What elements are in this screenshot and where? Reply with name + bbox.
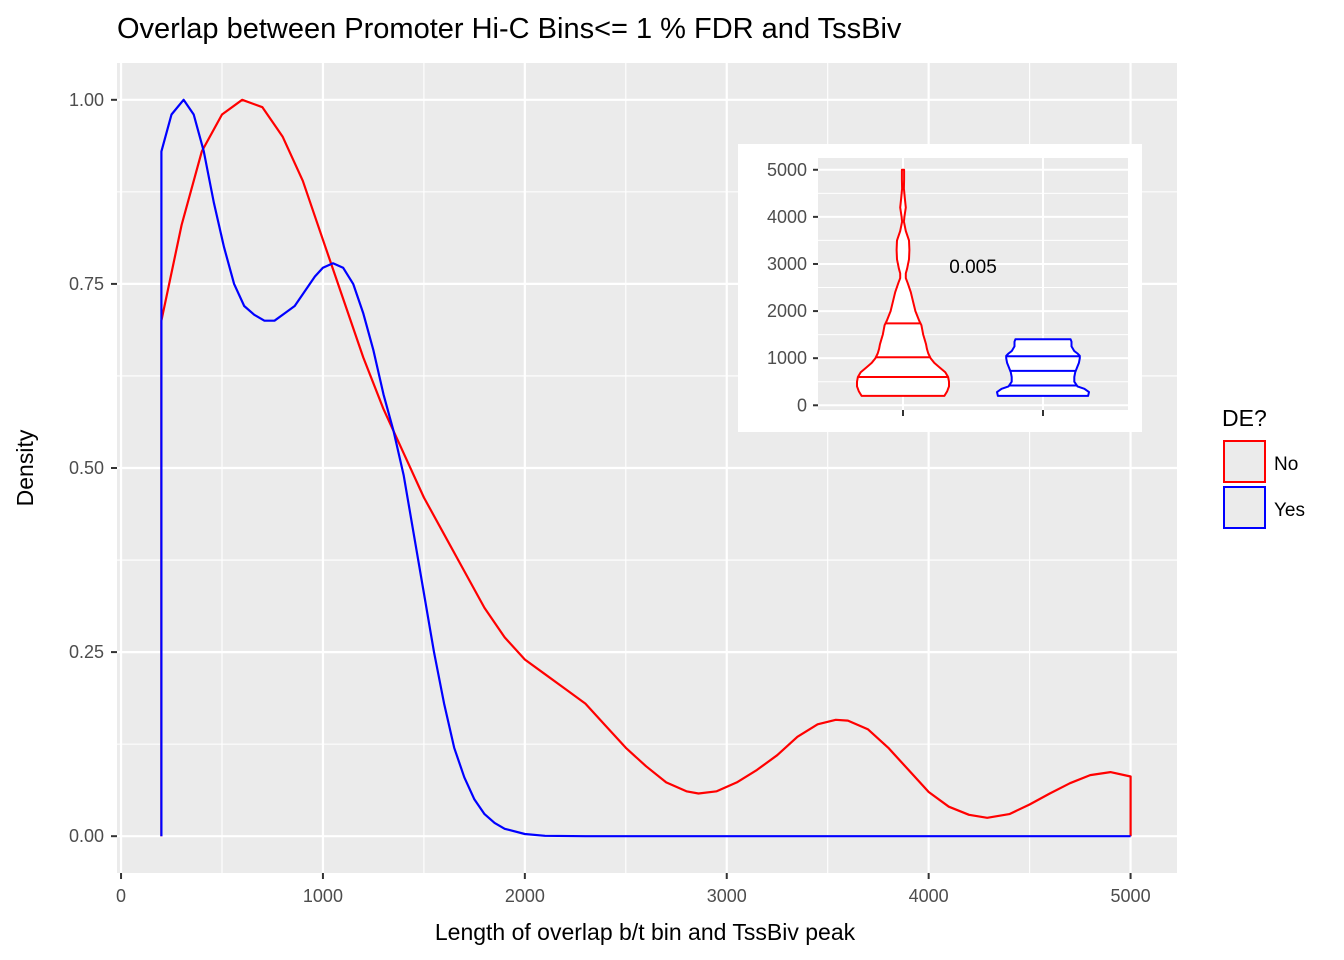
inset-x-axis bbox=[902, 410, 1044, 416]
density-line-no bbox=[160, 98, 1132, 837]
legend-label-no: No bbox=[1274, 454, 1298, 475]
y-axis: 0.00 0.25 0.50 0.75 1.00 bbox=[69, 90, 117, 846]
y-tick-label: 0.25 bbox=[69, 642, 104, 662]
inset-y-axis: 0 1000 2000 3000 4000 5000 bbox=[767, 160, 818, 415]
y-tick-label: 0.75 bbox=[69, 274, 104, 294]
y-tick-label: 1.00 bbox=[69, 90, 104, 110]
x-tick-label: 0 bbox=[116, 886, 126, 906]
violin-yes bbox=[996, 338, 1090, 397]
density-curves bbox=[160, 98, 1132, 838]
x-tick-label: 1000 bbox=[303, 886, 343, 906]
inset-y-tick-label: 3000 bbox=[767, 254, 807, 274]
legend-title: DE? bbox=[1222, 405, 1267, 431]
violin-no bbox=[856, 168, 950, 397]
x-tick-label: 3000 bbox=[707, 886, 747, 906]
chart-title: Overlap between Promoter Hi-C Bins<= 1 %… bbox=[117, 13, 902, 45]
inset-y-tick-label: 1000 bbox=[767, 348, 807, 368]
legend: DE? No Yes bbox=[1222, 405, 1305, 529]
inset-y-tick-label: 2000 bbox=[767, 301, 807, 321]
legend-key-yes bbox=[1223, 486, 1266, 529]
inset-y-tick-label: 0 bbox=[797, 395, 807, 415]
x-tick-label: 4000 bbox=[909, 886, 949, 906]
x-tick-label: 5000 bbox=[1111, 886, 1151, 906]
y-tick-label: 0.00 bbox=[69, 826, 104, 846]
y-tick-label: 0.50 bbox=[69, 458, 104, 478]
y-axis-label: Density bbox=[12, 429, 38, 506]
inset-y-tick-label: 4000 bbox=[767, 207, 807, 227]
p-value-annotation: 0.005 bbox=[949, 257, 997, 278]
legend-label-yes: Yes bbox=[1274, 500, 1305, 521]
legend-key-no bbox=[1223, 440, 1266, 483]
x-axis: 0 1000 2000 3000 4000 5000 bbox=[116, 873, 1151, 906]
density-line-yes bbox=[160, 98, 1131, 838]
inset-violins bbox=[856, 168, 1090, 397]
x-axis-label: Length of overlap b/t bin and TssBiv pea… bbox=[435, 919, 856, 945]
x-tick-label: 2000 bbox=[505, 886, 545, 906]
inset-y-tick-label: 5000 bbox=[767, 160, 807, 180]
